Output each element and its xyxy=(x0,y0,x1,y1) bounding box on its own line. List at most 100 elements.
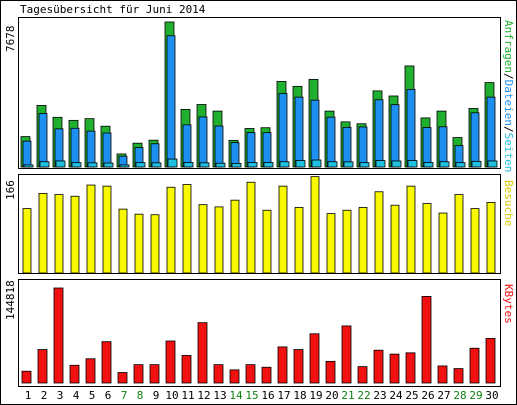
bar-kbytes-day-25 xyxy=(405,352,416,384)
bar-besuche-day-9 xyxy=(150,214,160,274)
x-tick-label-day-1: 1 xyxy=(25,389,32,402)
bar-besuche-day-24 xyxy=(390,204,400,274)
bar-besuche-day-2 xyxy=(38,193,48,274)
bar-kbytes-day-18 xyxy=(293,349,304,384)
bar-kbytes-day-5 xyxy=(85,358,96,384)
bar-dateien-day-12 xyxy=(198,116,208,168)
top-panel-bars xyxy=(20,21,498,168)
bar-kbytes-day-24 xyxy=(389,353,400,384)
middle-panel-frame xyxy=(18,174,501,274)
legend-dateien: Dateien xyxy=(502,80,515,126)
x-tick-label-day-21: 21 xyxy=(341,389,354,402)
bar-besuche-day-16 xyxy=(262,209,272,274)
bar-besuche-day-13 xyxy=(214,206,224,274)
bar-dateien-day-19 xyxy=(310,99,320,168)
middle-panel-bars xyxy=(22,176,496,274)
bar-dateien-day-4 xyxy=(70,127,80,168)
bar-seiten-day-7 xyxy=(119,164,130,168)
bar-seiten-day-16 xyxy=(263,162,274,168)
bar-seiten-day-20 xyxy=(327,161,338,168)
bar-dateien-day-21 xyxy=(342,126,352,168)
bar-seiten-day-14 xyxy=(231,163,242,168)
bar-kbytes-day-17 xyxy=(277,346,288,384)
bar-kbytes-day-13 xyxy=(213,364,224,384)
bar-besuche-day-6 xyxy=(102,185,112,274)
bar-kbytes-day-9 xyxy=(149,364,160,384)
bar-kbytes-day-6 xyxy=(101,341,112,384)
bar-seiten-day-19 xyxy=(311,159,322,168)
bar-dateien-day-11 xyxy=(182,124,192,168)
bar-besuche-day-10 xyxy=(166,186,176,274)
chart-title: Tagesübersicht für Juni 2014 xyxy=(20,3,206,16)
x-tick-label-day-9: 9 xyxy=(153,389,160,402)
bar-kbytes-day-8 xyxy=(133,364,144,384)
bar-kbytes-day-30 xyxy=(485,337,496,384)
bar-seiten-day-25 xyxy=(407,160,418,168)
bar-kbytes-day-14 xyxy=(229,369,240,384)
bar-besuche-day-1 xyxy=(22,208,32,274)
x-tick-label-day-3: 3 xyxy=(57,389,64,402)
x-tick-label-day-23: 23 xyxy=(373,389,386,402)
x-tick-label-day-13: 13 xyxy=(213,389,226,402)
bar-besuche-day-5 xyxy=(86,184,96,274)
middle-ymax-label: 166 xyxy=(4,180,17,200)
bar-seiten-day-1 xyxy=(23,164,34,168)
bar-kbytes-day-16 xyxy=(261,366,272,384)
bar-kbytes-day-12 xyxy=(197,322,208,384)
x-tick-label-day-22: 22 xyxy=(357,389,370,402)
bar-kbytes-day-23 xyxy=(373,349,384,384)
bar-seiten-day-29 xyxy=(471,160,482,168)
x-tick-label-day-11: 11 xyxy=(181,389,194,402)
bar-kbytes-day-7 xyxy=(117,372,128,384)
bar-dateien-day-17 xyxy=(278,93,288,168)
legend-separator: / xyxy=(502,73,515,80)
legend-seiten: Seiten xyxy=(502,133,515,173)
bar-seiten-day-12 xyxy=(199,162,210,168)
bar-seiten-day-10 xyxy=(167,158,178,168)
x-tick-label-day-24: 24 xyxy=(389,389,403,402)
bar-kbytes-day-4 xyxy=(69,364,80,384)
bar-dateien-day-22 xyxy=(358,126,368,168)
bar-besuche-day-29 xyxy=(470,208,480,274)
bar-kbytes-day-20 xyxy=(325,360,336,384)
bar-kbytes-day-11 xyxy=(181,355,192,384)
bar-dateien-day-10 xyxy=(166,35,176,168)
x-tick-label-day-28: 28 xyxy=(453,389,466,402)
x-tick-label-day-6: 6 xyxy=(105,389,112,402)
bar-besuche-day-23 xyxy=(374,191,384,274)
bar-seiten-day-13 xyxy=(215,162,226,168)
bar-seiten-day-2 xyxy=(39,161,50,168)
bar-kbytes-day-15 xyxy=(245,364,256,384)
bar-seiten-day-26 xyxy=(423,162,434,168)
bar-besuche-day-12 xyxy=(198,204,208,274)
bar-dateien-day-16 xyxy=(262,132,272,168)
top-ymax-label: 7678 xyxy=(4,26,17,53)
bottom-panel-frame xyxy=(18,279,501,387)
x-tick-label-day-20: 20 xyxy=(325,389,338,402)
x-tick-label-day-18: 18 xyxy=(293,389,306,402)
bar-besuche-day-20 xyxy=(326,213,336,274)
bar-besuche-day-26 xyxy=(422,203,432,274)
bar-besuche-day-3 xyxy=(54,194,64,274)
bar-dateien-day-26 xyxy=(422,127,432,168)
bar-seiten-day-22 xyxy=(359,162,370,168)
bar-besuche-day-7 xyxy=(118,208,128,274)
x-tick-label-day-26: 26 xyxy=(421,389,434,402)
middle-legend-besuche: Besuche xyxy=(502,180,515,226)
bar-besuche-day-15 xyxy=(246,181,256,274)
bar-dateien-day-13 xyxy=(214,125,224,168)
bar-dateien-day-20 xyxy=(326,116,336,168)
bar-dateien-day-25 xyxy=(406,88,416,168)
bar-besuche-day-28 xyxy=(454,194,464,274)
bar-besuche-day-22 xyxy=(358,207,368,274)
bar-kbytes-day-19 xyxy=(309,333,320,384)
bar-seiten-day-30 xyxy=(487,160,498,168)
bar-seiten-day-8 xyxy=(135,162,146,168)
x-tick-label-day-14: 14 xyxy=(229,389,243,402)
bar-kbytes-day-22 xyxy=(357,366,368,384)
top-panel-frame xyxy=(18,17,501,169)
bottom-ymax-label: 144818 xyxy=(4,280,17,320)
x-tick-label-day-27: 27 xyxy=(437,389,450,402)
x-tick-label-day-17: 17 xyxy=(277,389,290,402)
